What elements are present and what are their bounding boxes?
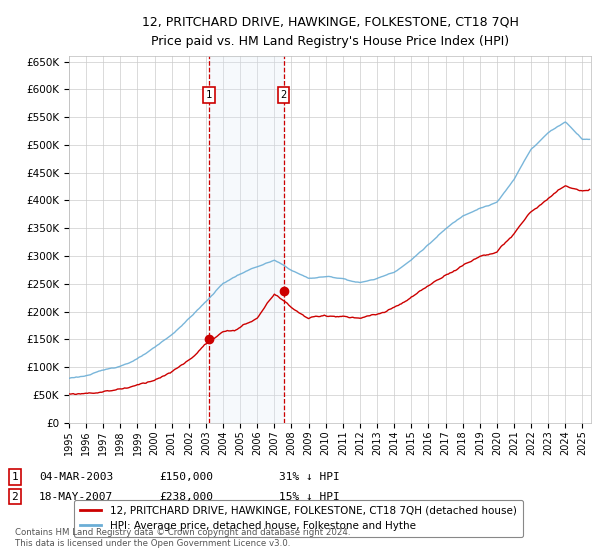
Legend: 12, PRITCHARD DRIVE, HAWKINGE, FOLKESTONE, CT18 7QH (detached house), HPI: Avera: 12, PRITCHARD DRIVE, HAWKINGE, FOLKESTON…: [74, 500, 523, 537]
Text: 2: 2: [11, 492, 19, 502]
Text: Contains HM Land Registry data © Crown copyright and database right 2024.
This d: Contains HM Land Registry data © Crown c…: [15, 528, 350, 548]
Text: 04-MAR-2003: 04-MAR-2003: [39, 472, 113, 482]
Text: £150,000: £150,000: [159, 472, 213, 482]
Text: 1: 1: [206, 90, 212, 100]
Text: 18-MAY-2007: 18-MAY-2007: [39, 492, 113, 502]
Text: 31% ↓ HPI: 31% ↓ HPI: [279, 472, 340, 482]
Text: 1: 1: [11, 472, 19, 482]
Text: £238,000: £238,000: [159, 492, 213, 502]
Text: 15% ↓ HPI: 15% ↓ HPI: [279, 492, 340, 502]
Bar: [209, 56, 284, 423]
Text: 2: 2: [280, 90, 287, 100]
Title: 12, PRITCHARD DRIVE, HAWKINGE, FOLKESTONE, CT18 7QH
Price paid vs. HM Land Regis: 12, PRITCHARD DRIVE, HAWKINGE, FOLKESTON…: [142, 16, 518, 48]
